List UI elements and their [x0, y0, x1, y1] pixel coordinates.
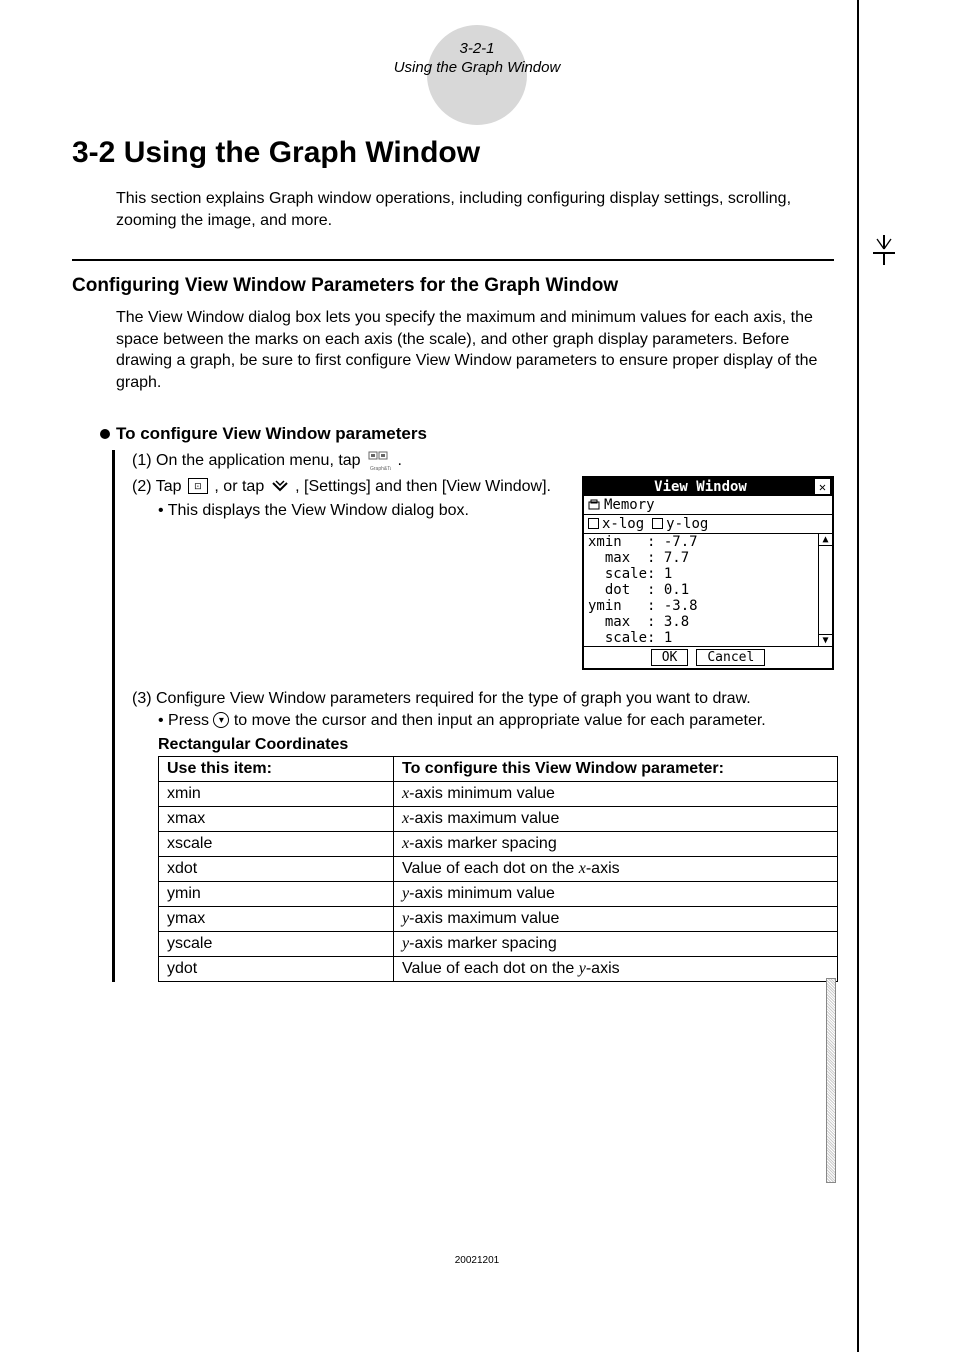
dialog-memory-row: Memory — [584, 496, 832, 515]
dialog-title: View Window — [586, 479, 815, 495]
step-2-text-a: (2) Tap — [132, 478, 186, 495]
param-row[interactable]: dot : 0.1 — [588, 582, 814, 598]
intro-paragraph: This section explains Graph window opera… — [72, 188, 834, 231]
bullet-icon — [100, 429, 110, 439]
xlog-label: x-log — [602, 516, 644, 532]
xlog-checkbox[interactable]: x-log — [588, 516, 644, 532]
param-row[interactable]: max : 7.7 — [588, 550, 814, 566]
table-row: ymaxy-axis maximum value — [159, 906, 838, 931]
procedure-vertical-bar — [112, 450, 115, 982]
table-cell: x-axis marker spacing — [394, 831, 838, 856]
checkbox-icon — [652, 518, 663, 529]
step-2-text-c: , [Settings] and then [View Window]. — [295, 478, 551, 495]
param-row[interactable]: scale: 1 — [588, 566, 814, 582]
table-row: xdotValue of each dot on the x-axis — [159, 856, 838, 881]
scroll-aux-icon — [826, 978, 836, 1183]
table-cell: y-axis minimum value — [394, 881, 838, 906]
header-section-number: 3-2-1 — [0, 40, 954, 57]
table-row: xscalex-axis marker spacing — [159, 831, 838, 856]
step-3-sub-b: to move the cursor and then input an app… — [234, 712, 766, 729]
step-1-text-a: (1) On the application menu, tap — [132, 452, 365, 469]
table-cell: xscale — [159, 831, 394, 856]
step-2: (2) Tap ⊡ , or tap , [Settings] and then… — [132, 478, 568, 496]
dialog-button-row: OK Cancel — [584, 646, 832, 668]
dialog-titlebar: View Window ✕ — [584, 478, 832, 496]
step-3-sub: • Press ▾ to move the cursor and then in… — [132, 712, 834, 730]
right-margin-line — [857, 0, 859, 1352]
table-row: yminy-axis minimum value — [159, 881, 838, 906]
table-cell: ymax — [159, 906, 394, 931]
step-2-text-b: , or tap — [214, 478, 268, 495]
step-3-sub-a: • Press — [158, 712, 213, 729]
table-row: xmaxx-axis maximum value — [159, 806, 838, 831]
param-row[interactable]: ymin : -3.8 — [588, 598, 814, 614]
memory-label[interactable]: Memory — [604, 497, 655, 513]
param-row[interactable]: scale: 1 — [588, 630, 814, 646]
table-row: ydotValue of each dot on the y-axis — [159, 956, 838, 981]
table-row: xminx-axis minimum value — [159, 781, 838, 806]
table-cell: x-axis minimum value — [394, 781, 838, 806]
table-title: Rectangular Coordinates — [158, 736, 834, 754]
ylog-checkbox[interactable]: y-log — [652, 516, 708, 532]
section-heading: Configuring View Window Parameters for t… — [72, 275, 834, 297]
step-2-sub: • This displays the View Window dialog b… — [132, 502, 568, 520]
table-cell: yscale — [159, 931, 394, 956]
dialog-log-row: x-log y-log — [584, 515, 832, 534]
table-cell: ymin — [159, 881, 394, 906]
step-1-text-b: . — [397, 452, 401, 469]
table-cell: Value of each dot on the y-axis — [394, 956, 838, 981]
cancel-button[interactable]: Cancel — [696, 649, 765, 666]
step-1: (1) On the application menu, tap Graph&T… — [132, 450, 834, 472]
param-row[interactable]: xmin : -7.7 — [588, 534, 814, 550]
checkbox-icon — [588, 518, 599, 529]
header-section-title: Using the Graph Window — [0, 59, 954, 76]
table-cell: ydot — [159, 956, 394, 981]
crop-mark-icon — [869, 235, 899, 270]
procedure-title-row: To configure View Window parameters — [72, 424, 834, 444]
view-window-dialog: View Window ✕ Memory x-log y-log xmin : … — [582, 476, 834, 670]
table-cell: xmin — [159, 781, 394, 806]
ylog-label: y-log — [666, 516, 708, 532]
table-cell: x-axis maximum value — [394, 806, 838, 831]
page-header: 3-2-1 Using the Graph Window — [0, 0, 954, 76]
scroll-down-icon[interactable]: ▼ — [819, 634, 832, 646]
param-row[interactable]: max : 3.8 — [588, 614, 814, 630]
table-cell: y-axis maximum value — [394, 906, 838, 931]
close-icon[interactable]: ✕ — [815, 479, 830, 494]
table-row: yscaley-axis marker spacing — [159, 931, 838, 956]
scrollbar[interactable]: ▲ ▼ — [818, 534, 832, 646]
app-menu-icon: Graph&Tab. — [367, 450, 391, 472]
rect-coord-table: Use this item: To configure this View Wi… — [158, 756, 838, 982]
scroll-up-icon[interactable]: ▲ — [819, 534, 832, 546]
view-window-toolbar-icon: ⊡ — [188, 478, 208, 494]
table-cell: xmax — [159, 806, 394, 831]
table-cell: y-axis marker spacing — [394, 931, 838, 956]
footer-code: 20021201 — [0, 1255, 954, 1266]
svg-text:Graph&Tab.: Graph&Tab. — [370, 466, 391, 472]
step-3: (3) Configure View Window parameters req… — [132, 690, 834, 708]
dialog-param-list: xmin : -7.7 max : 7.7 scale: 1 dot : 0.1… — [584, 534, 832, 646]
page-title: 3-2 Using the Graph Window — [72, 136, 834, 170]
settings-menu-icon — [271, 479, 289, 493]
down-cursor-key-icon: ▾ — [213, 712, 229, 728]
divider — [72, 259, 834, 261]
ok-button[interactable]: OK — [651, 649, 689, 666]
table-cell: Value of each dot on the x-axis — [394, 856, 838, 881]
section-paragraph: The View Window dialog box lets you spec… — [72, 307, 834, 393]
table-header: Use this item: — [159, 756, 394, 781]
memory-icon — [588, 499, 600, 511]
procedure-title: To configure View Window parameters — [116, 424, 427, 444]
table-cell: xdot — [159, 856, 394, 881]
table-header: To configure this View Window parameter: — [394, 756, 838, 781]
